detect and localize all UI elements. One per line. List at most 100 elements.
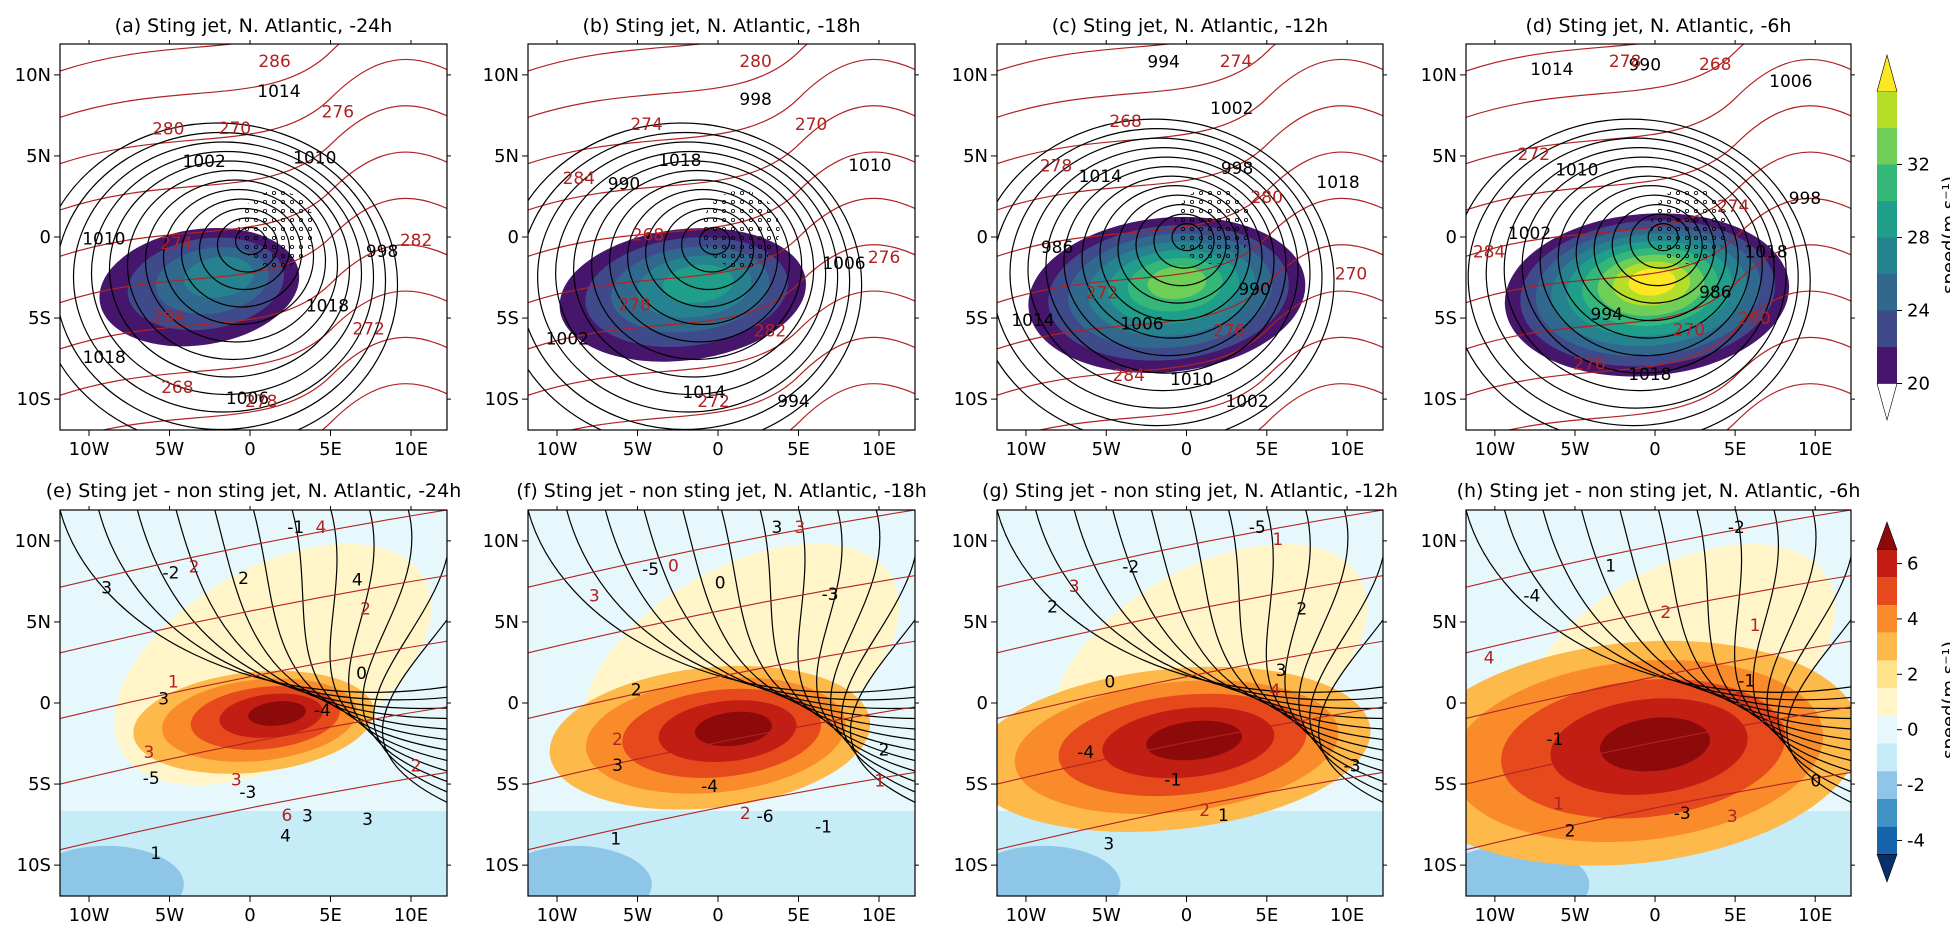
theta-diff-contour (997, 706, 1383, 785)
contour-label: 3 (1103, 835, 1114, 855)
colorbar-segment (1876, 53, 1898, 92)
map-panel: (f) Sting jet - non sting jet, N. Atlant… (483, 480, 927, 926)
contour-label: -2 (1122, 557, 1139, 577)
contour-label: 0 (1811, 772, 1822, 792)
difference-contour (1766, 510, 1851, 782)
x-tick-label: 5E (1724, 439, 1747, 460)
theta-diff-contour (997, 510, 1383, 588)
y-tick-label: 5S (965, 774, 988, 795)
y-tick-label: 5N (1432, 146, 1457, 167)
contour-label: 286 (258, 52, 290, 72)
theta-contour (60, 44, 236, 72)
theta-diff-contour (60, 771, 447, 851)
y-tick-label: 5N (1432, 612, 1457, 633)
colorbar-segment (1877, 274, 1897, 311)
contour-label: 3 (101, 578, 112, 598)
y-tick-label: 10S (17, 855, 51, 876)
theta-contour (568, 336, 915, 430)
panel-title: (b) Sting jet, N. Atlantic, -18h (582, 15, 860, 37)
colorbar-segment (1877, 632, 1897, 661)
contour-label: -3 (822, 585, 839, 605)
x-tick-label: 10E (1798, 905, 1832, 926)
contour-label: 3 (362, 810, 373, 830)
pressure-contour (1557, 175, 1739, 339)
contour-label: 998 (1221, 159, 1253, 179)
contour-label: 2 (1660, 603, 1671, 623)
x-tick-label: 10W (69, 439, 110, 460)
y-tick-label: 5N (963, 612, 988, 633)
colorbar-segment (1876, 521, 1898, 550)
contour-label: 1 (1734, 690, 1745, 710)
contour-label: 3 (1069, 577, 1080, 597)
contour-label: 1002 (1225, 392, 1268, 412)
contour-label: 280 (739, 52, 771, 72)
contour-label: 1006 (226, 389, 269, 409)
theta-contour (1725, 383, 1851, 430)
colorbar-segment (1877, 91, 1897, 128)
y-tick-label: 5N (494, 146, 519, 167)
difference-contour (60, 510, 447, 693)
contour-label: 274 (160, 234, 192, 254)
contour-label: 1014 (1530, 60, 1573, 80)
x-tick-label: 10E (1330, 439, 1364, 460)
anomaly-fill (1599, 717, 1710, 772)
theta-contour (528, 290, 915, 396)
contour-label: 274 (1220, 52, 1252, 72)
contour-label: -2 (1728, 518, 1745, 538)
difference-contour (682, 510, 915, 730)
contour-label: 1 (168, 673, 179, 693)
theta-contour (528, 151, 915, 257)
x-tick-label: 0 (244, 905, 255, 926)
theta-contour (60, 105, 447, 211)
contour-label: -1 (287, 518, 304, 538)
colorbar-tick-label: 20 (1907, 374, 1930, 395)
colorbar-segment (1877, 577, 1897, 606)
panel-title: (a) Sting jet, N. Atlantic, -24h (115, 15, 393, 37)
y-tick-label: 0 (1446, 227, 1457, 248)
colorbar-segment (1877, 310, 1897, 347)
x-tick-label: 5W (1560, 905, 1589, 926)
contour-label: 272 (352, 319, 384, 339)
colorbar-tick-label: 0 (1907, 720, 1918, 741)
contour-label: -5 (143, 769, 160, 789)
theta-diff-contour (60, 640, 447, 719)
contour-label: 1018 (1628, 365, 1671, 385)
pressure-contour (528, 122, 863, 430)
y-tick-label: 10N (1421, 65, 1457, 86)
contour-label: 270 (795, 115, 827, 135)
colorbar-segment (1877, 347, 1897, 384)
contour-label: 2 (1296, 599, 1307, 619)
contour-label: 1 (1605, 556, 1616, 576)
theta-diff-contour (60, 706, 447, 785)
difference-contour (1657, 510, 1851, 741)
x-tick-label: 10E (394, 905, 428, 926)
contour-label: 1018 (306, 297, 349, 317)
difference-contour (830, 510, 915, 782)
colorbar-segment (1877, 605, 1897, 633)
y-tick-label: 5N (963, 146, 988, 167)
panel-title: (c) Sting jet, N. Atlantic, -12h (1052, 15, 1328, 37)
y-tick-label: 5S (28, 774, 51, 795)
theta-contour (997, 105, 1383, 211)
x-tick-label: 10W (1475, 439, 1516, 460)
wind-speed-fill (1147, 266, 1207, 300)
contour-label: 272 (1086, 283, 1118, 303)
x-tick-label: 10W (537, 905, 578, 926)
x-tick-label: 5W (623, 905, 652, 926)
theta-contour (997, 197, 1383, 304)
y-tick-label: 5S (1434, 308, 1457, 329)
theta-contour (528, 197, 915, 304)
pressure-contour (1099, 185, 1251, 322)
theta-diff-contour (60, 575, 447, 654)
difference-contour (643, 510, 915, 719)
theta-diff-contour (997, 575, 1383, 654)
colorbar-tick-label: 24 (1907, 301, 1930, 322)
contour-label: 3 (302, 806, 313, 826)
contour-label: 1 (1272, 530, 1283, 550)
contour-label: -2 (162, 564, 179, 584)
contour-label: -1 (815, 817, 832, 837)
colorbar-segment (1877, 660, 1897, 689)
theta-diff-contour (528, 510, 915, 588)
contour-label: 1014 (257, 82, 300, 102)
